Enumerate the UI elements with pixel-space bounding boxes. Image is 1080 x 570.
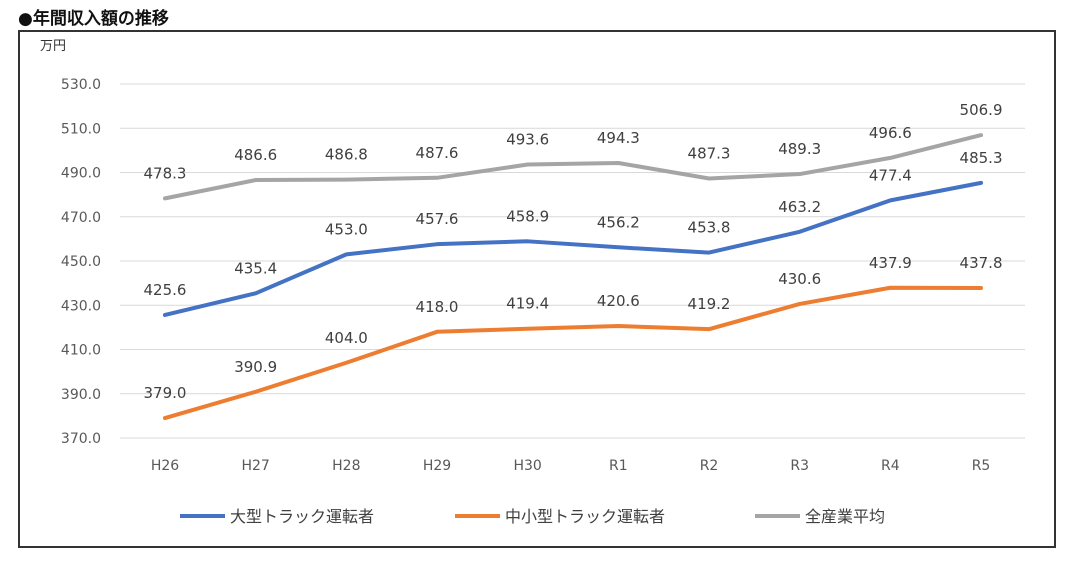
y-tick-label: 530.0 bbox=[61, 77, 101, 93]
y-tick-label: 490.0 bbox=[61, 166, 101, 182]
y-tick-label: 430.0 bbox=[61, 298, 101, 314]
y-tick-label: 450.0 bbox=[61, 254, 101, 270]
data-label: 390.9 bbox=[234, 358, 277, 376]
data-label: 419.4 bbox=[506, 295, 549, 313]
data-label: 487.3 bbox=[688, 144, 731, 162]
data-label: 453.8 bbox=[688, 219, 731, 237]
y-tick-label: 390.0 bbox=[61, 387, 101, 403]
data-label: 493.6 bbox=[506, 131, 549, 149]
data-label: 487.6 bbox=[416, 144, 459, 162]
legend-label: 大型トラック運転者 bbox=[230, 507, 374, 526]
data-label: 463.2 bbox=[778, 198, 821, 216]
data-label: 486.8 bbox=[325, 146, 368, 164]
data-label: 379.0 bbox=[144, 384, 187, 402]
series-line-0 bbox=[163, 180, 984, 317]
data-label: 437.8 bbox=[960, 254, 1003, 272]
data-label: 477.4 bbox=[869, 166, 912, 184]
x-tick-label: H30 bbox=[514, 458, 542, 474]
data-label: 457.6 bbox=[416, 210, 459, 228]
series-line-2 bbox=[163, 133, 984, 201]
x-tick-label: H28 bbox=[332, 458, 360, 474]
data-label: 425.6 bbox=[144, 281, 187, 299]
data-label: 485.3 bbox=[960, 149, 1003, 167]
y-tick-label: 410.0 bbox=[61, 343, 101, 359]
data-label: 430.6 bbox=[778, 270, 821, 288]
x-tick-label: R1 bbox=[609, 458, 628, 474]
data-label: 494.3 bbox=[597, 129, 640, 147]
data-label: 478.3 bbox=[144, 164, 187, 182]
data-label: 486.6 bbox=[234, 146, 277, 164]
data-label: 435.4 bbox=[234, 259, 277, 277]
data-label: 420.6 bbox=[597, 292, 640, 310]
data-label: 404.0 bbox=[325, 329, 368, 347]
x-tick-label: R3 bbox=[790, 458, 809, 474]
data-label: 496.6 bbox=[869, 124, 912, 142]
x-tick-label: H29 bbox=[423, 458, 451, 474]
data-label: 437.9 bbox=[869, 254, 912, 272]
data-label: 489.3 bbox=[778, 140, 821, 158]
y-axis-unit: 万円 bbox=[40, 39, 66, 54]
legend-label: 全産業平均 bbox=[805, 507, 885, 526]
x-tick-label: R2 bbox=[700, 458, 719, 474]
data-label: 418.0 bbox=[416, 298, 459, 316]
y-tick-label: 470.0 bbox=[61, 210, 101, 226]
data-label: 458.9 bbox=[506, 207, 549, 225]
x-tick-label: R4 bbox=[881, 458, 900, 474]
x-tick-label: H27 bbox=[241, 458, 269, 474]
x-tick-label: H26 bbox=[151, 458, 179, 474]
data-label: 453.0 bbox=[325, 220, 368, 238]
chart-frame bbox=[18, 30, 1056, 548]
chart-title: ●年間収入額の推移 bbox=[18, 9, 169, 29]
x-tick-label: R5 bbox=[972, 458, 991, 474]
data-label: 506.9 bbox=[960, 101, 1003, 119]
y-tick-label: 510.0 bbox=[61, 121, 101, 137]
data-label: 419.2 bbox=[688, 295, 731, 313]
legend-label: 中小型トラック運転者 bbox=[505, 507, 665, 526]
data-label: 456.2 bbox=[597, 213, 640, 231]
y-tick-label: 370.0 bbox=[61, 431, 101, 447]
series-line-1 bbox=[163, 285, 984, 421]
